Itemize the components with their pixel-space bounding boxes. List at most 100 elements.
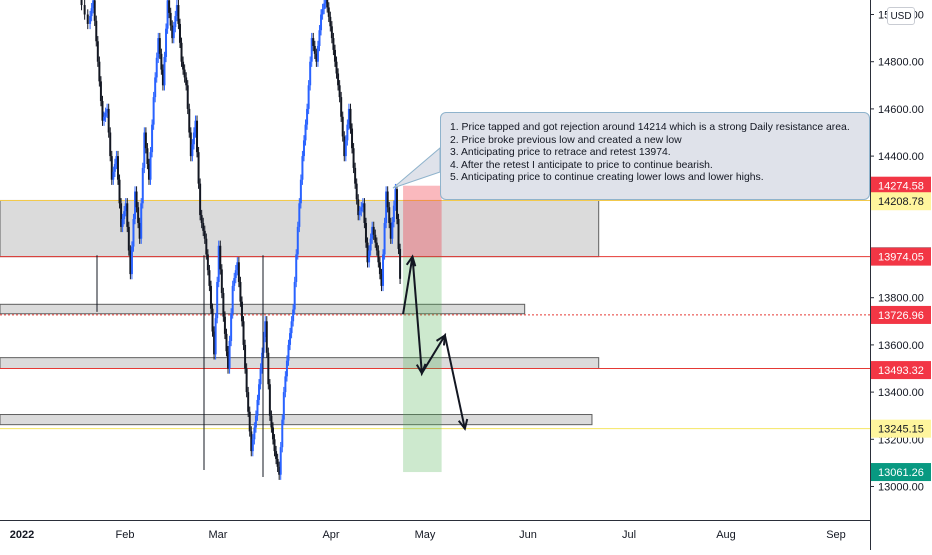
annotation-line-1: 1. Price tapped and got rejection around… [450, 122, 850, 133]
candle-body [375, 242, 378, 251]
candle-body [261, 352, 264, 369]
candle-body [295, 254, 298, 282]
candle-body [220, 269, 223, 293]
candle-body [358, 211, 361, 216]
candle-body [346, 124, 349, 141]
price-label: 13726.96 [871, 305, 931, 324]
candle-body [157, 38, 160, 58]
candle-body [244, 344, 247, 369]
candle-body [234, 270, 237, 279]
candle-body [141, 167, 144, 204]
candle-body [351, 128, 354, 149]
candle-body [380, 274, 383, 286]
x-tick-label: Aug [716, 529, 736, 541]
candle-body [165, 28, 168, 57]
candle-body [199, 183, 202, 216]
candle-body [163, 56, 166, 86]
candle-body [282, 392, 285, 420]
candle-body [309, 61, 312, 86]
candle-body [158, 38, 161, 54]
candle-body [369, 238, 372, 251]
x-tick-label: Mar [209, 529, 228, 541]
candle-body [392, 205, 395, 223]
candle-body [203, 230, 206, 239]
candle-body [253, 427, 256, 440]
candle-body [239, 281, 242, 302]
candle-body [327, 7, 330, 17]
y-tick-label: 13400.00 [878, 387, 924, 399]
price-label: 13493.32 [871, 361, 931, 380]
candle-body [270, 415, 273, 428]
candle-body [168, 0, 171, 13]
candle-body [332, 38, 335, 50]
candle-body [273, 439, 276, 452]
candle-body [89, 16, 92, 24]
candle-body [377, 250, 380, 263]
candle-body [389, 222, 392, 239]
y-tick-label: 13600.00 [878, 340, 924, 352]
candle-body [93, 0, 96, 21]
projection-arrowhead [415, 363, 427, 376]
candle-body [95, 20, 98, 42]
candle-body [285, 360, 288, 377]
candle-body [335, 61, 338, 74]
price-label-bg [871, 419, 931, 438]
candle-body [307, 85, 310, 109]
price-label: 14208.78 [871, 192, 931, 211]
candle-body [324, 0, 327, 4]
price-axis-bg [870, 0, 932, 550]
candle-body [268, 384, 271, 416]
price-label-text: 13493.32 [878, 365, 924, 377]
candle-body [281, 419, 284, 448]
candle-body [378, 262, 381, 275]
candle-body [196, 120, 199, 153]
candle-body [191, 144, 194, 157]
candle-body [216, 281, 219, 319]
candle-group [80, 0, 402, 480]
candle-body [340, 97, 343, 117]
candle-body [180, 42, 183, 62]
candle-body [368, 250, 371, 263]
x-tick-label: 2022 [10, 529, 34, 541]
candle-body [101, 101, 104, 121]
y-tick-label: 14400.00 [878, 151, 924, 163]
candle-body [202, 222, 205, 231]
candle-body [388, 207, 391, 223]
x-tick-label: Jul [622, 529, 636, 541]
candle-body [90, 8, 93, 17]
projection-arrowhead [405, 254, 417, 267]
candle-body [329, 16, 332, 27]
candle-body [151, 124, 154, 153]
candle-body [271, 427, 274, 440]
candle-body [343, 136, 346, 157]
candle-body [152, 97, 155, 125]
candle-body [110, 156, 113, 180]
candle-body [385, 191, 388, 223]
candle-body [104, 112, 107, 117]
candle-body [149, 152, 152, 180]
candle-body [316, 45, 319, 62]
price-label-bg [871, 192, 931, 211]
candle-body [250, 431, 253, 452]
candle-body [293, 281, 296, 310]
candle-body [107, 108, 110, 133]
price-label-text: 13245.15 [878, 424, 924, 436]
currency-button[interactable]: USD [887, 7, 915, 25]
candle-body [99, 81, 102, 102]
candle-body [394, 189, 397, 206]
candle-body [80, 0, 83, 6]
candle-body [120, 203, 123, 227]
candle-body [247, 392, 250, 412]
price-label-text: 13061.26 [878, 467, 924, 479]
stop-loss-zone [403, 185, 442, 257]
price-label-text: 13974.05 [878, 252, 924, 264]
candle-body [214, 318, 217, 355]
candle-body [144, 132, 147, 149]
candle-body [289, 333, 292, 345]
candle-body [169, 12, 172, 26]
candle-body [318, 30, 321, 46]
candle-body [245, 368, 248, 393]
candle-body [143, 132, 146, 168]
candle-body [341, 116, 344, 137]
